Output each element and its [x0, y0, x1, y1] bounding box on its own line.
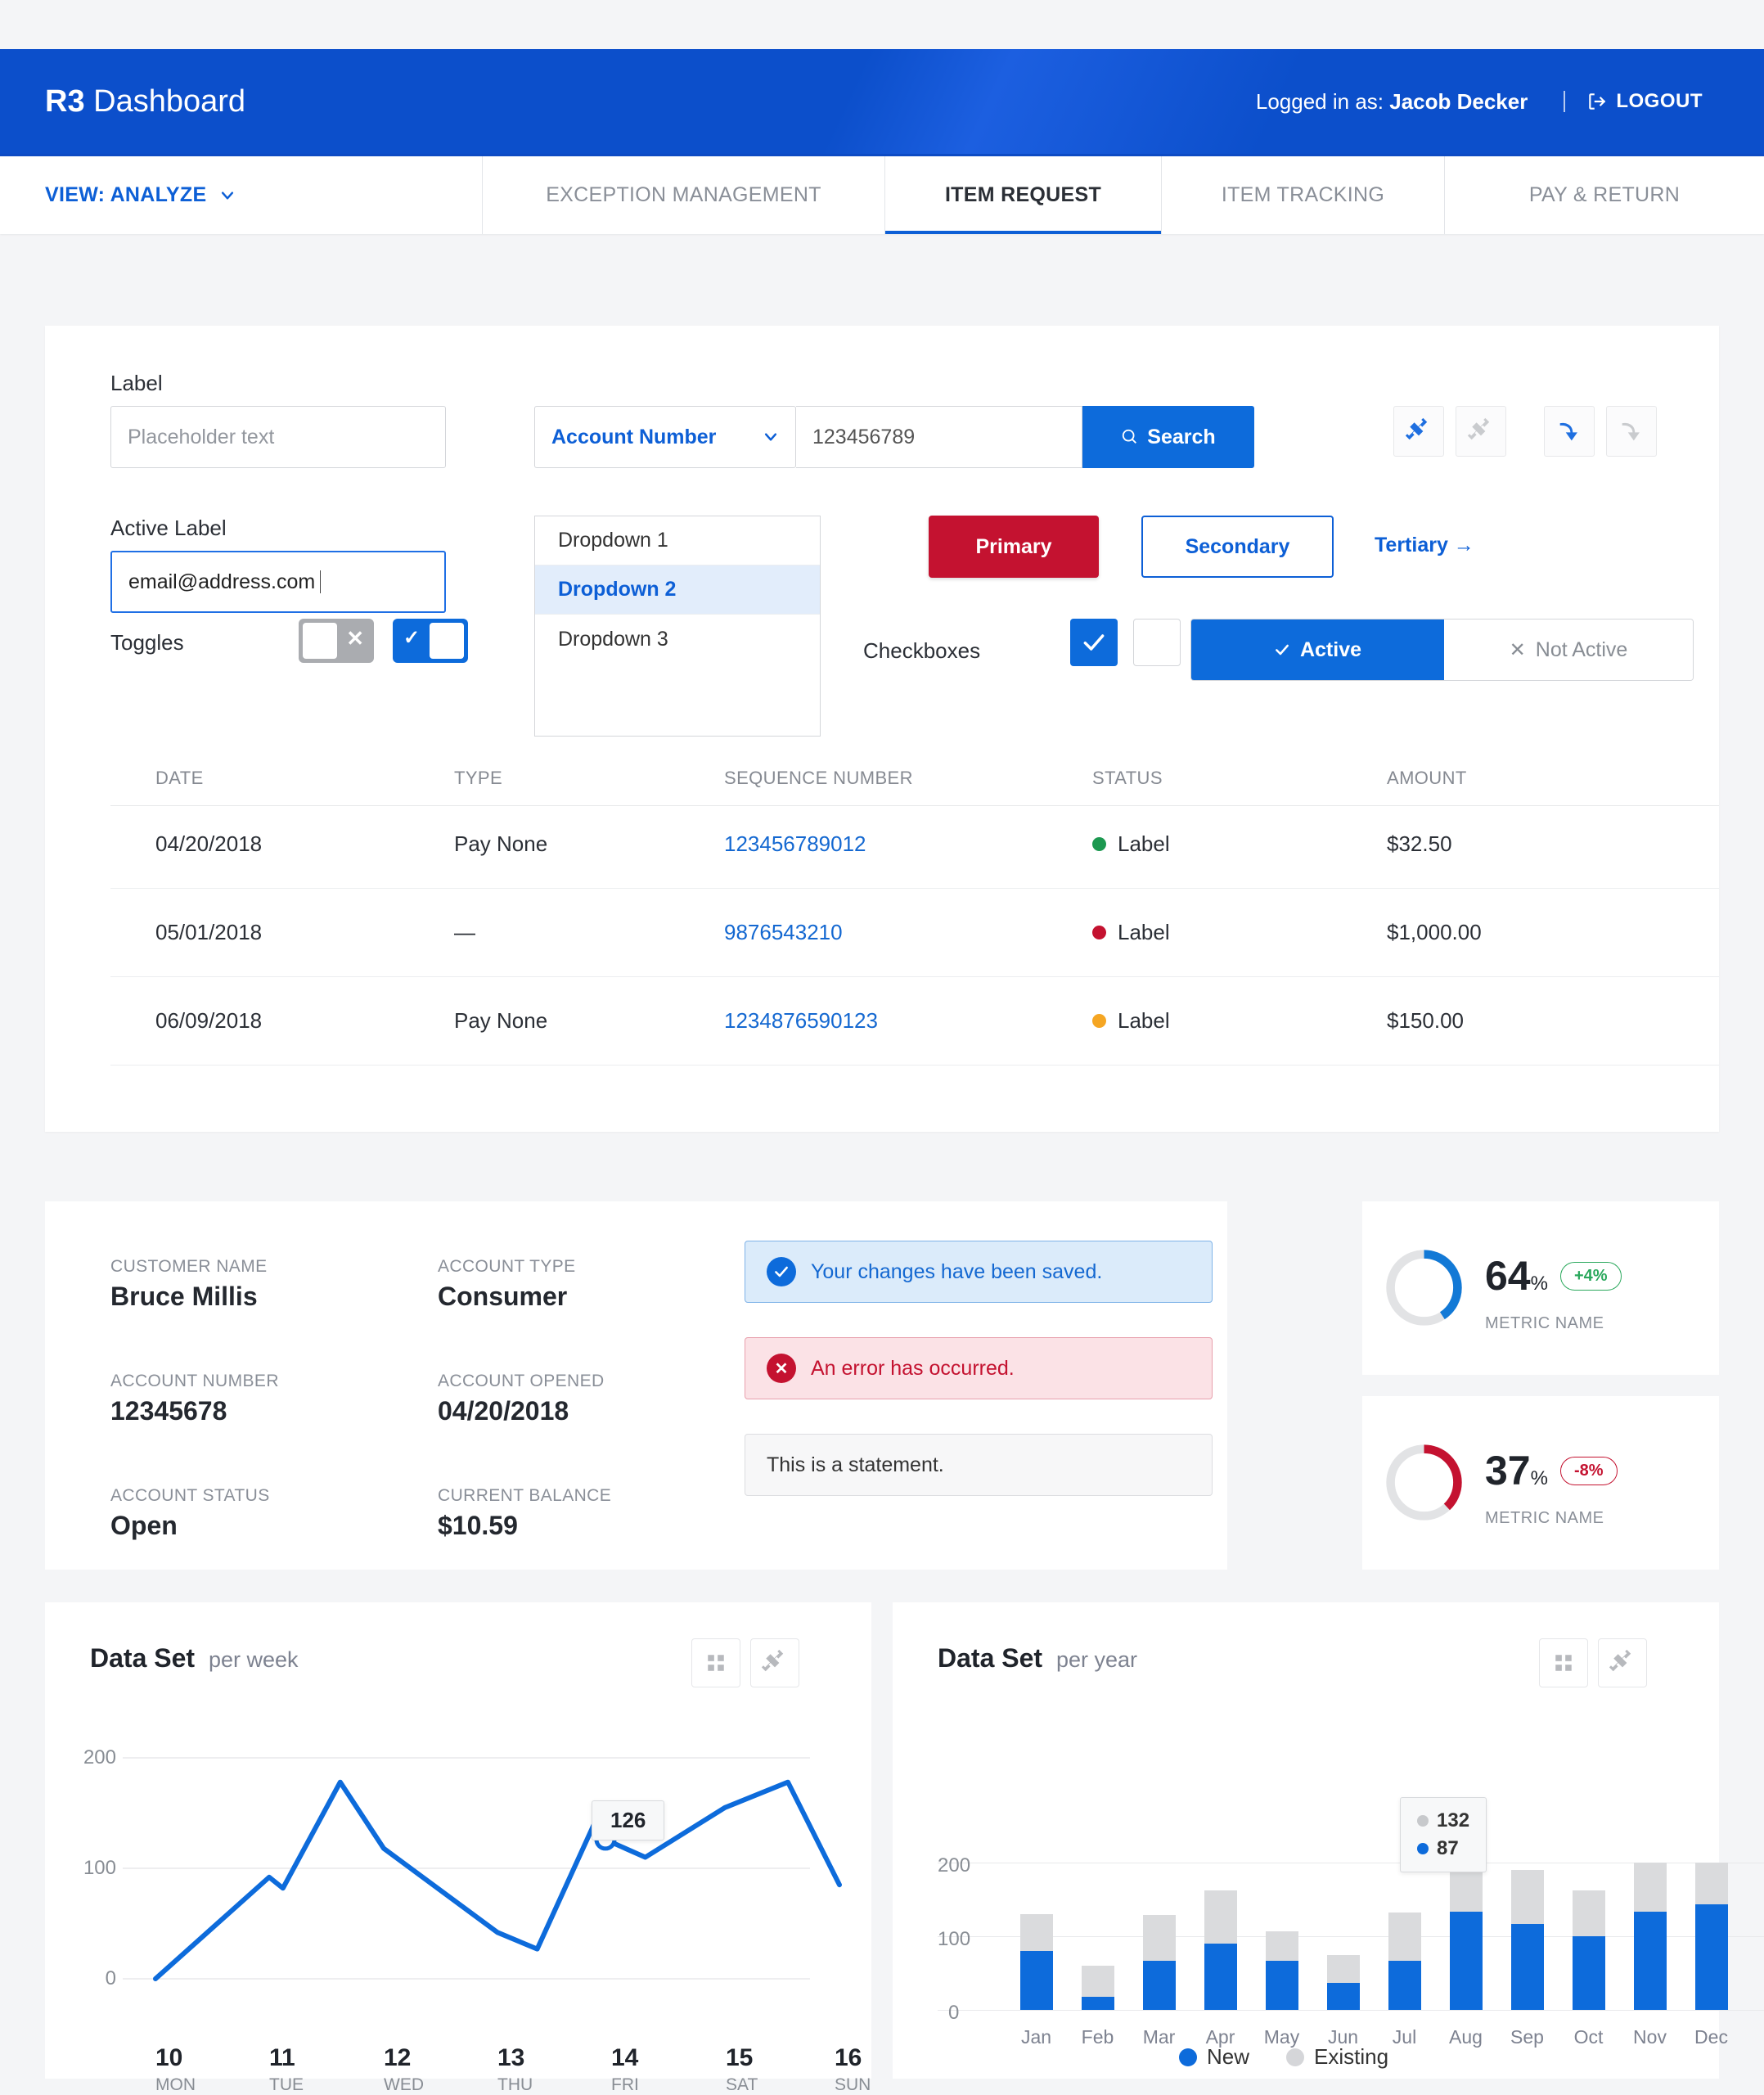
svg-text:0: 0	[106, 1967, 116, 1989]
svg-text:100: 100	[83, 1857, 116, 1879]
svg-text:200: 200	[83, 1746, 116, 1768]
